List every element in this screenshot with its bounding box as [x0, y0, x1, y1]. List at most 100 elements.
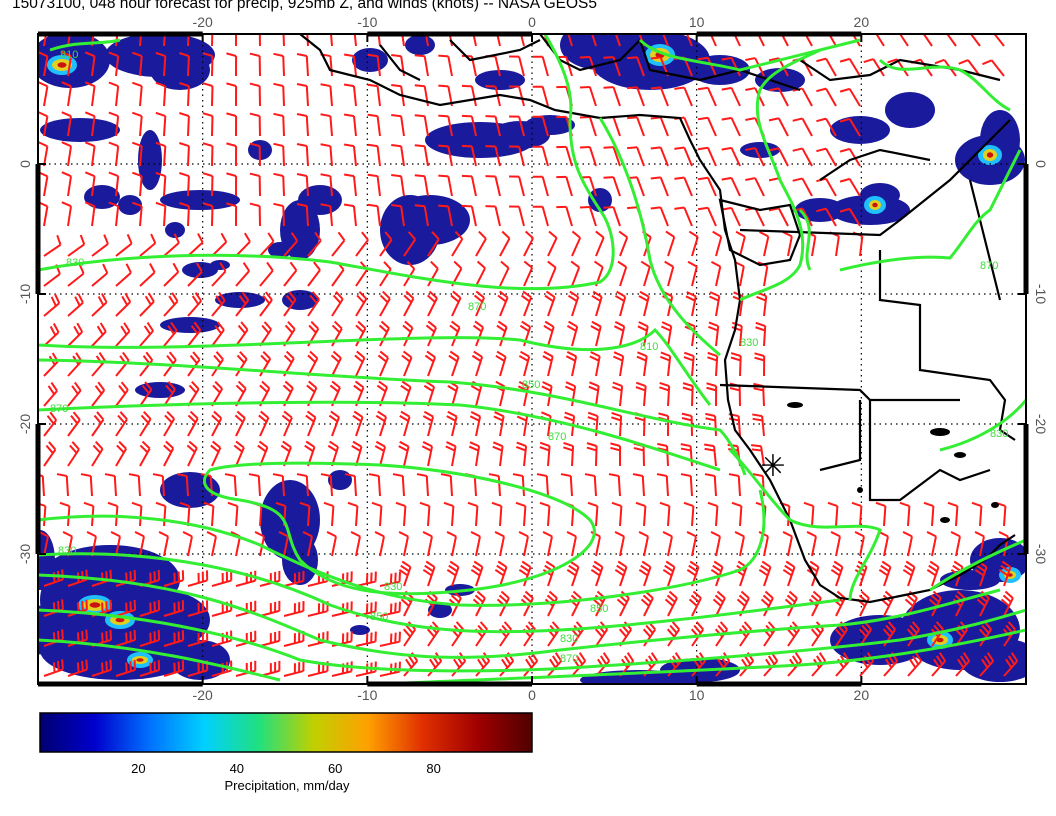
wind-barb — [603, 86, 621, 107]
geopotential-contour — [939, 399, 1026, 452]
wind-barb — [202, 82, 214, 107]
wind-barb — [830, 560, 844, 587]
wind-barb — [509, 115, 525, 137]
wind-barb — [567, 290, 580, 317]
wind-barb — [354, 350, 366, 377]
coastline-path — [379, 44, 421, 81]
contour-label: 830 — [66, 257, 84, 269]
wind-barb — [235, 262, 251, 287]
geopotential-contour — [739, 48, 821, 302]
wind-barb — [43, 411, 58, 437]
wind-barb — [115, 381, 129, 407]
wind-barb — [273, 82, 285, 107]
wind-barb — [523, 652, 539, 677]
wind-barb — [497, 290, 509, 317]
wind-barb — [532, 55, 549, 77]
wind-barb — [227, 501, 239, 527]
wind-barb — [38, 531, 49, 557]
wind-barb — [827, 34, 837, 47]
wind-barb — [563, 441, 575, 467]
wind-barb — [131, 501, 143, 527]
wind-barb — [61, 51, 72, 77]
wind-barb — [586, 442, 598, 467]
wind-barb — [328, 410, 340, 437]
wind-barb — [139, 233, 157, 257]
wind-barb — [539, 501, 551, 527]
wind-barb — [662, 560, 676, 587]
wind-barb — [379, 601, 401, 617]
wind-barb — [398, 531, 409, 557]
wind-barb — [923, 501, 935, 527]
top-lon-label: -10 — [357, 14, 377, 30]
wind-barb — [642, 621, 657, 647]
wind-barb — [762, 621, 777, 647]
wind-barb — [391, 144, 405, 167]
colorbar-ticks: 20 40 60 80 — [131, 761, 441, 776]
frame-tick-marks — [35, 31, 1029, 687]
wind-barb — [657, 442, 669, 467]
wind-barb — [446, 531, 457, 557]
wind-barb — [84, 111, 96, 137]
wind-barb — [425, 320, 437, 347]
precip-cell — [350, 625, 370, 635]
wind-barb — [468, 441, 481, 467]
wind-barb — [67, 381, 82, 407]
wind-barb — [421, 441, 434, 467]
wind-barb — [371, 501, 383, 527]
geopotential-contour — [598, 117, 721, 357]
wind-barb — [763, 652, 779, 677]
wind-barb — [816, 87, 837, 107]
wind-barb — [674, 86, 693, 107]
wind-barb — [108, 171, 120, 197]
colorbar-tick-label: 60 — [328, 761, 342, 776]
bottom-lon-label: 0 — [528, 687, 536, 703]
wind-barb — [344, 473, 357, 497]
wind-barb — [591, 290, 603, 317]
wind-barb — [187, 321, 202, 347]
wind-barb — [863, 58, 885, 77]
wind-barb — [830, 531, 841, 557]
wind-barb — [806, 531, 817, 557]
contour-label: 870 — [548, 431, 566, 443]
contour-label: 810 — [640, 341, 658, 353]
wind-barb — [491, 501, 503, 527]
wind-barb — [907, 652, 923, 677]
wind-barb — [84, 141, 96, 167]
wind-barb — [426, 621, 441, 647]
wind-barb — [518, 560, 532, 587]
wind-barb — [518, 531, 529, 557]
wind-barb — [374, 440, 387, 467]
wind-barb — [249, 202, 261, 227]
wind-barb — [683, 351, 695, 377]
wind-barb — [202, 142, 214, 167]
wind-barb — [566, 320, 579, 347]
wind-barb — [662, 531, 673, 557]
wind-barb — [471, 350, 484, 377]
wind-barb — [132, 51, 143, 77]
precip-cell — [280, 200, 320, 260]
wind-barb — [971, 501, 983, 527]
wind-barb — [518, 350, 531, 377]
wind-barb — [395, 501, 407, 527]
wind-barb — [1000, 590, 1014, 617]
wind-barb — [379, 231, 393, 257]
wind-barb — [391, 114, 405, 137]
wind-barb — [283, 261, 298, 287]
right-lat-label: -10 — [1033, 284, 1049, 304]
wind-barb — [258, 34, 261, 47]
wind-barb — [447, 380, 459, 407]
coastlines-borders — [299, 34, 1016, 604]
wind-barb — [756, 291, 768, 317]
wind-barb — [155, 171, 167, 197]
wind-barb — [401, 350, 413, 377]
wind-barb — [784, 590, 798, 617]
wind-barb — [461, 174, 477, 197]
wind-barb — [351, 440, 363, 467]
coastline-path — [968, 179, 1002, 301]
wind-barb — [792, 147, 813, 167]
wind-barb — [422, 560, 436, 587]
wind-barb — [379, 631, 401, 647]
wind-barb — [759, 230, 770, 257]
wind-barb — [302, 531, 313, 557]
wind-barb — [259, 660, 281, 677]
